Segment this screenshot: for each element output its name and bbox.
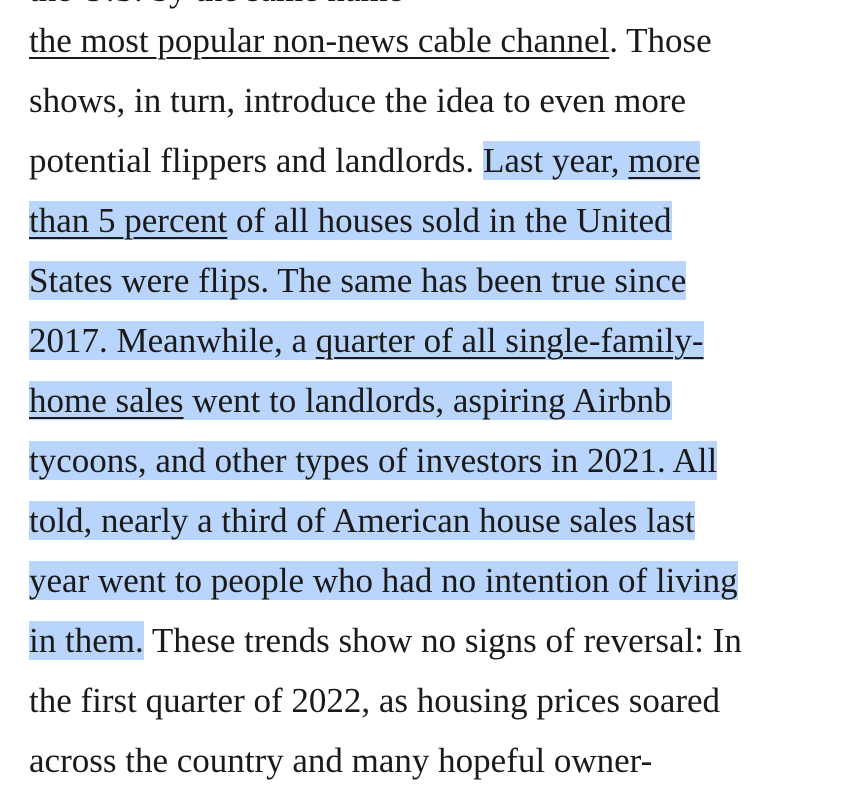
link-popular-cable-channel[interactable]: the most popular non-news cable channel xyxy=(29,21,610,60)
text-line: than 5 percent of all houses sold in the… xyxy=(29,191,672,251)
highlighted-text: than 5 percent of all houses sold in the… xyxy=(29,201,672,240)
line-text: the U.S. by the same name xyxy=(29,0,403,9)
highlighted-text: tycoons, and other types of investors in… xyxy=(29,441,718,480)
text-line-partial: the U.S. by the same name xyxy=(29,0,403,20)
line-text: of all houses sold in the United xyxy=(227,201,672,240)
text-line: potential flippers and landlords. Last y… xyxy=(29,131,701,191)
highlighted-text: home sales went to landlords, aspiring A… xyxy=(29,381,672,420)
line-text: . Those xyxy=(609,21,712,60)
text-line: tycoons, and other types of investors in… xyxy=(29,431,718,491)
link-more-than-5-percent-cont[interactable]: than 5 percent xyxy=(29,201,228,240)
line-text: across the country and many hopeful owne… xyxy=(29,741,653,780)
highlighted-text: told, nearly a third of American house s… xyxy=(29,501,695,540)
highlighted-text: States were flips. The same has been tru… xyxy=(29,261,687,300)
highlighted-text: 2017. Meanwhile, a quarter of all single… xyxy=(29,321,704,360)
text-line: told, nearly a third of American house s… xyxy=(29,491,695,551)
text-line: across the country and many hopeful owne… xyxy=(29,731,652,791)
line-text: 2017. Meanwhile, a xyxy=(29,321,316,360)
text-line: the first quarter of 2022, as housing pr… xyxy=(29,671,720,731)
text-line: home sales went to landlords, aspiring A… xyxy=(29,371,672,431)
link-quarter-single-family-home-sales[interactable]: quarter of all single-family- xyxy=(315,321,704,360)
line-text: went to landlords, aspiring Airbnb xyxy=(183,381,672,420)
highlighted-text: in them. xyxy=(29,621,144,660)
text-line: in them. These trends show no signs of r… xyxy=(29,611,742,671)
text-line: year went to people who had no intention… xyxy=(29,551,738,611)
highlighted-text: year went to people who had no intention… xyxy=(29,561,738,600)
link-more-than-5-percent[interactable]: more xyxy=(628,141,701,180)
highlighted-text: Last year, more xyxy=(482,141,701,180)
text-line: States were flips. The same has been tru… xyxy=(29,251,687,311)
line-text: These trends show no signs of reversal: … xyxy=(143,621,742,660)
link-home-sales[interactable]: home sales xyxy=(29,381,184,420)
text-line: 2017. Meanwhile, a quarter of all single… xyxy=(29,311,704,371)
text-line: shows, in turn, introduce the idea to ev… xyxy=(29,71,686,131)
line-text: the first quarter of 2022, as housing pr… xyxy=(29,681,721,720)
line-text: shows, in turn, introduce the idea to ev… xyxy=(29,81,687,120)
line-text: Last year, xyxy=(482,141,629,180)
line-text: potential flippers and landlords. xyxy=(29,141,483,180)
text-line: the most popular non-news cable channel.… xyxy=(29,11,712,71)
